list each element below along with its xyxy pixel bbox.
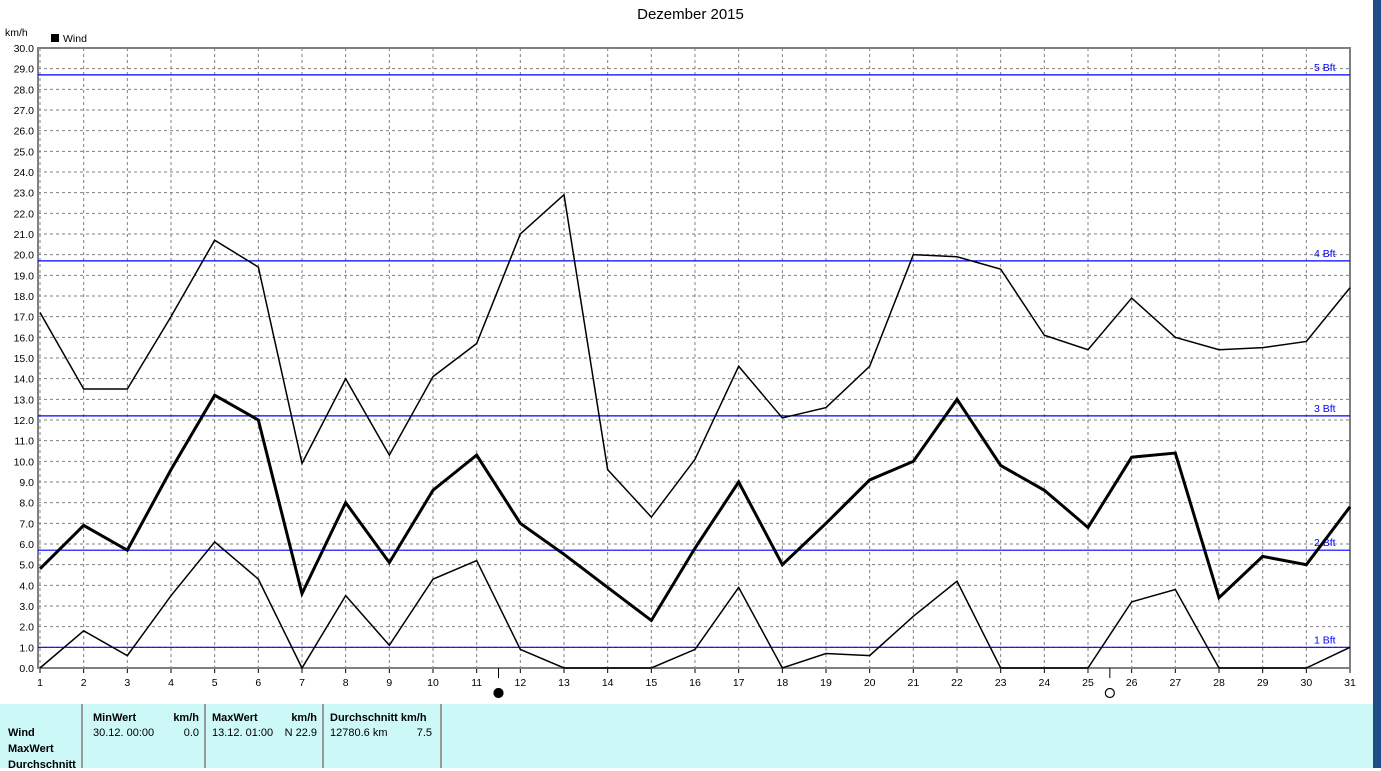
avg-column: Durchschnitt km/h 12780.6 km 7.5 [324, 704, 442, 768]
max-header: MaxWert [212, 712, 258, 724]
y-tick-label: 18.0 [14, 291, 35, 303]
y-tick-label: 9.0 [19, 477, 34, 489]
y-tick-label: 26.0 [14, 126, 35, 138]
y-tick-label: 27.0 [14, 105, 35, 117]
x-tick-label: 11 [471, 677, 482, 689]
x-tick-label: 24 [1038, 677, 1050, 689]
row-label: Wind [8, 727, 35, 739]
beaufort-label: 4 Bft [1314, 248, 1336, 260]
row-label: Durchschnitt [8, 759, 76, 771]
x-tick-label: 5 [212, 677, 218, 689]
y-tick-label: 23.0 [14, 188, 35, 200]
y-tick-label: 0.0 [19, 663, 34, 675]
x-tick-label: 26 [1126, 677, 1138, 689]
y-tick-label: 19.0 [14, 270, 35, 282]
x-tick-label: 4 [168, 677, 174, 689]
x-tick-label: 22 [951, 677, 963, 689]
y-axis-label: km/h [5, 27, 28, 39]
x-tick-label: 16 [689, 677, 701, 689]
min-column: MinWert km/h 30.12. 00:00 0.0 [83, 704, 206, 768]
y-tick-label: 6.0 [19, 539, 34, 551]
min-value: 0.0 [184, 727, 199, 739]
x-tick-label: 14 [602, 677, 614, 689]
full-moon-icon [1105, 689, 1114, 698]
y-tick-label: 14.0 [14, 374, 35, 386]
wind-chart: 0.01.02.03.04.05.06.07.08.09.010.011.012… [0, 0, 1373, 700]
avg-distance: 12780.6 km [330, 727, 387, 739]
legend-entry: Wind [63, 33, 87, 45]
x-tick-label: 12 [514, 677, 526, 689]
y-tick-label: 4.0 [19, 580, 34, 592]
beaufort-label: 1 Bft [1314, 634, 1336, 646]
y-tick-label: 1.0 [19, 642, 34, 654]
y-tick-label: 20.0 [14, 250, 35, 262]
x-tick-label: 3 [124, 677, 130, 689]
y-tick-label: 30.0 [14, 43, 35, 55]
window-edge [1373, 0, 1381, 768]
x-tick-label: 9 [386, 677, 392, 689]
y-tick-label: 7.0 [19, 518, 34, 530]
max-value: N 22.9 [285, 727, 317, 739]
x-tick-label: 2 [81, 677, 87, 689]
y-tick-label: 11.0 [14, 436, 34, 448]
x-tick-label: 28 [1213, 677, 1225, 689]
stats-table: Wind MaxWert Durchschnitt MinWert km/h 3… [0, 704, 1373, 768]
x-tick-label: 1 [37, 677, 43, 689]
x-tick-label: 27 [1169, 677, 1181, 689]
y-tick-label: 8.0 [19, 498, 34, 510]
y-tick-label: 5.0 [19, 560, 34, 572]
min-header: MinWert [93, 712, 136, 724]
y-tick-label: 17.0 [14, 312, 35, 324]
x-tick-label: 21 [907, 677, 919, 689]
y-tick-label: 13.0 [14, 394, 35, 406]
avg-value: 7.5 [417, 727, 432, 739]
x-tick-label: 19 [820, 677, 832, 689]
x-tick-label: 25 [1082, 677, 1094, 689]
y-tick-label: 15.0 [14, 353, 35, 365]
beaufort-label: 3 Bft [1314, 403, 1336, 415]
x-tick-label: 29 [1257, 677, 1269, 689]
y-tick-label: 22.0 [14, 208, 35, 220]
y-tick-label: 29.0 [14, 64, 35, 76]
x-tick-label: 20 [864, 677, 876, 689]
x-tick-label: 23 [995, 677, 1007, 689]
min-unit: km/h [173, 712, 199, 724]
legend-swatch [51, 34, 59, 42]
y-tick-label: 3.0 [19, 601, 34, 613]
x-tick-label: 10 [427, 677, 439, 689]
y-tick-label: 28.0 [14, 84, 35, 96]
x-tick-label: 30 [1300, 677, 1312, 689]
max-time: 13.12. 01:00 [212, 727, 273, 739]
y-tick-label: 24.0 [14, 167, 35, 179]
x-tick-label: 18 [776, 677, 788, 689]
beaufort-label: 5 Bft [1314, 62, 1336, 74]
new-moon-icon [494, 689, 503, 698]
x-tick-label: 8 [343, 677, 349, 689]
x-tick-label: 31 [1344, 677, 1356, 689]
y-tick-label: 12.0 [14, 415, 35, 427]
x-tick-label: 13 [558, 677, 570, 689]
x-tick-label: 7 [299, 677, 305, 689]
y-tick-label: 16.0 [14, 332, 35, 344]
y-tick-label: 10.0 [14, 456, 35, 468]
x-tick-label: 15 [645, 677, 657, 689]
max-unit: km/h [291, 712, 317, 724]
x-tick-label: 6 [255, 677, 261, 689]
row-labels: Wind MaxWert Durchschnitt [0, 704, 83, 768]
x-tick-label: 17 [733, 677, 745, 689]
max-column: MaxWert km/h 13.12. 01:00 N 22.9 [206, 704, 324, 768]
y-tick-label: 25.0 [14, 146, 35, 158]
y-tick-label: 2.0 [19, 622, 34, 634]
min-time: 30.12. 00:00 [93, 727, 154, 739]
row-label: MaxWert [8, 743, 54, 755]
avg-header: Durchschnitt km/h [330, 712, 427, 724]
y-tick-label: 21.0 [14, 229, 35, 241]
